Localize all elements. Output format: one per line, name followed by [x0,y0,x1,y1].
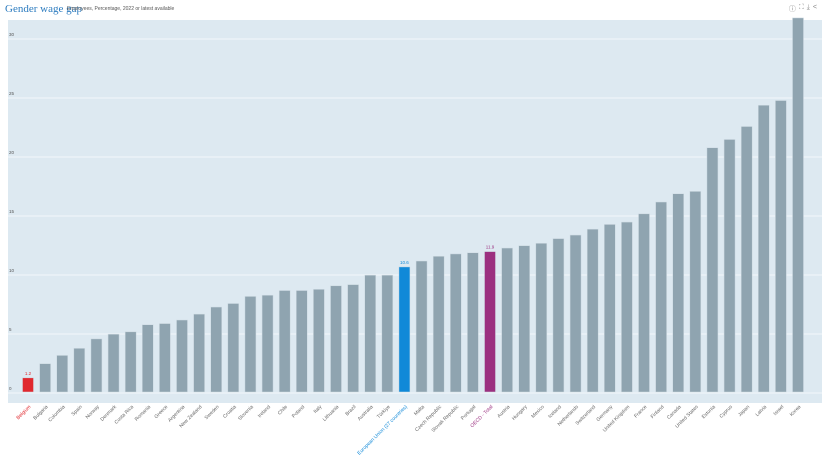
bar-bulgaria[interactable] [39,363,51,393]
bar-t-rkiye[interactable] [381,274,394,393]
bar-new-zealand[interactable] [193,313,205,393]
bar-oecd-total[interactable] [484,251,496,393]
bar-argentina[interactable] [176,319,188,393]
bar-japan[interactable] [740,126,753,393]
bar-united-states[interactable] [689,191,702,393]
bar-denmark[interactable] [107,333,120,393]
bar-iceland[interactable] [552,238,565,393]
x-tick-label: Colombia [47,404,66,423]
toolbar: ⓘ ⛶ ⤓ < [789,4,817,14]
data-label: 11.9 [486,245,495,250]
bar-czech-republic[interactable] [432,256,445,393]
x-tick-label: Latvia [755,404,769,418]
bar-ireland[interactable] [261,294,274,393]
bar-malta[interactable] [415,260,428,393]
bar-latvia[interactable] [758,105,770,393]
x-tick-label: Finland [650,404,666,420]
bar-germany[interactable] [604,224,616,393]
download-icon[interactable]: ⤓ [806,4,810,11]
x-tick-label: Japan [737,404,751,418]
x-tick-label: Greece [153,404,169,420]
bar-spain[interactable] [73,348,86,393]
x-tick-label: Hungary [511,404,529,422]
x-tick-label: Romania [134,404,153,423]
x-tick-label: Mexico [530,404,546,420]
bar-sweden[interactable] [210,306,222,393]
data-label: 1.2 [25,371,32,376]
bar-norway[interactable] [90,338,103,393]
bar-romania[interactable] [142,324,154,393]
x-tick-label: Belgium [15,404,32,421]
bar-france[interactable] [638,213,650,393]
bar-european-union-27-countries-[interactable] [398,266,411,393]
bar-croatia[interactable] [227,303,240,393]
y-tick-label: 20 [9,150,15,155]
x-tick-label: Australia [357,404,375,422]
bar-slovak-republic[interactable] [450,253,462,393]
bar-colombia[interactable] [56,355,68,393]
x-tick-label: Iceland [547,404,563,420]
x-tick-label: Korea [789,404,803,418]
x-tick-label: Poland [291,404,306,419]
x-tick-label: Slovenia [237,404,255,422]
y-tick-label: 30 [9,32,15,37]
fullscreen-icon[interactable]: ⛶ [798,4,804,11]
y-tick-label: 5 [9,327,12,332]
x-tick-label: Malta [413,404,426,417]
bar-estonia[interactable] [706,147,719,393]
bar-israel[interactable] [775,100,787,393]
chart-header: Gender wage gap Employees, Percentage, 2… [0,0,823,20]
bar-korea[interactable] [792,17,804,393]
bar-hungary[interactable] [518,245,530,393]
x-tick-label: Ireland [257,404,272,419]
bar-chile[interactable] [278,290,291,393]
bar-slovenia[interactable] [244,296,257,393]
x-tick-label: Israel [772,404,785,417]
chart-subtitle: Employees, Percentage, 2022 or latest av… [67,6,175,12]
y-tick-label: 0 [9,386,12,391]
x-tick-label: Sweden [204,404,221,421]
y-tick-label: 25 [9,91,15,96]
bar-canada[interactable] [672,193,684,393]
x-tick-label: Türkiye [376,404,392,420]
bar-austria[interactable] [501,247,513,393]
x-tick-label: France [633,404,648,419]
bar-brazil[interactable] [347,284,359,393]
bar-cyprus[interactable] [723,139,736,393]
bar-finland[interactable] [655,201,667,393]
x-tick-label: Lithuania [322,404,341,423]
bar-netherlands[interactable] [569,234,582,393]
x-tick-label: Brazil [344,404,357,417]
bar-mexico[interactable] [535,243,548,393]
share-icon[interactable]: < [812,4,817,11]
info-icon[interactable]: ⓘ [788,6,796,13]
x-tick-label: Estonia [701,404,717,420]
bar-lithuania[interactable] [330,285,342,393]
bar-belgium[interactable] [22,377,34,393]
y-tick-label: 15 [9,209,15,214]
bar-greece[interactable] [159,323,171,393]
x-tick-label: Austria [496,404,511,419]
data-label: 10.6 [400,260,409,265]
x-tick-label: Cyprus [719,404,735,420]
x-tick-label: Chile [277,404,289,416]
bar-switzerland[interactable] [586,228,599,393]
x-tick-label: Croatia [222,404,238,420]
x-tick-label: Spain [70,404,83,417]
y-tick-label: 10 [9,268,15,273]
chart-title: Gender wage gap [5,3,82,15]
bar-united-kingdom[interactable] [621,221,633,393]
bar-poland[interactable] [296,290,308,393]
bar-australia[interactable] [364,274,376,393]
bar-italy[interactable] [313,289,325,393]
x-tick-label: Italy [313,404,324,415]
bar-portugal[interactable] [467,252,479,393]
bar-costa-rica[interactable] [124,331,137,393]
